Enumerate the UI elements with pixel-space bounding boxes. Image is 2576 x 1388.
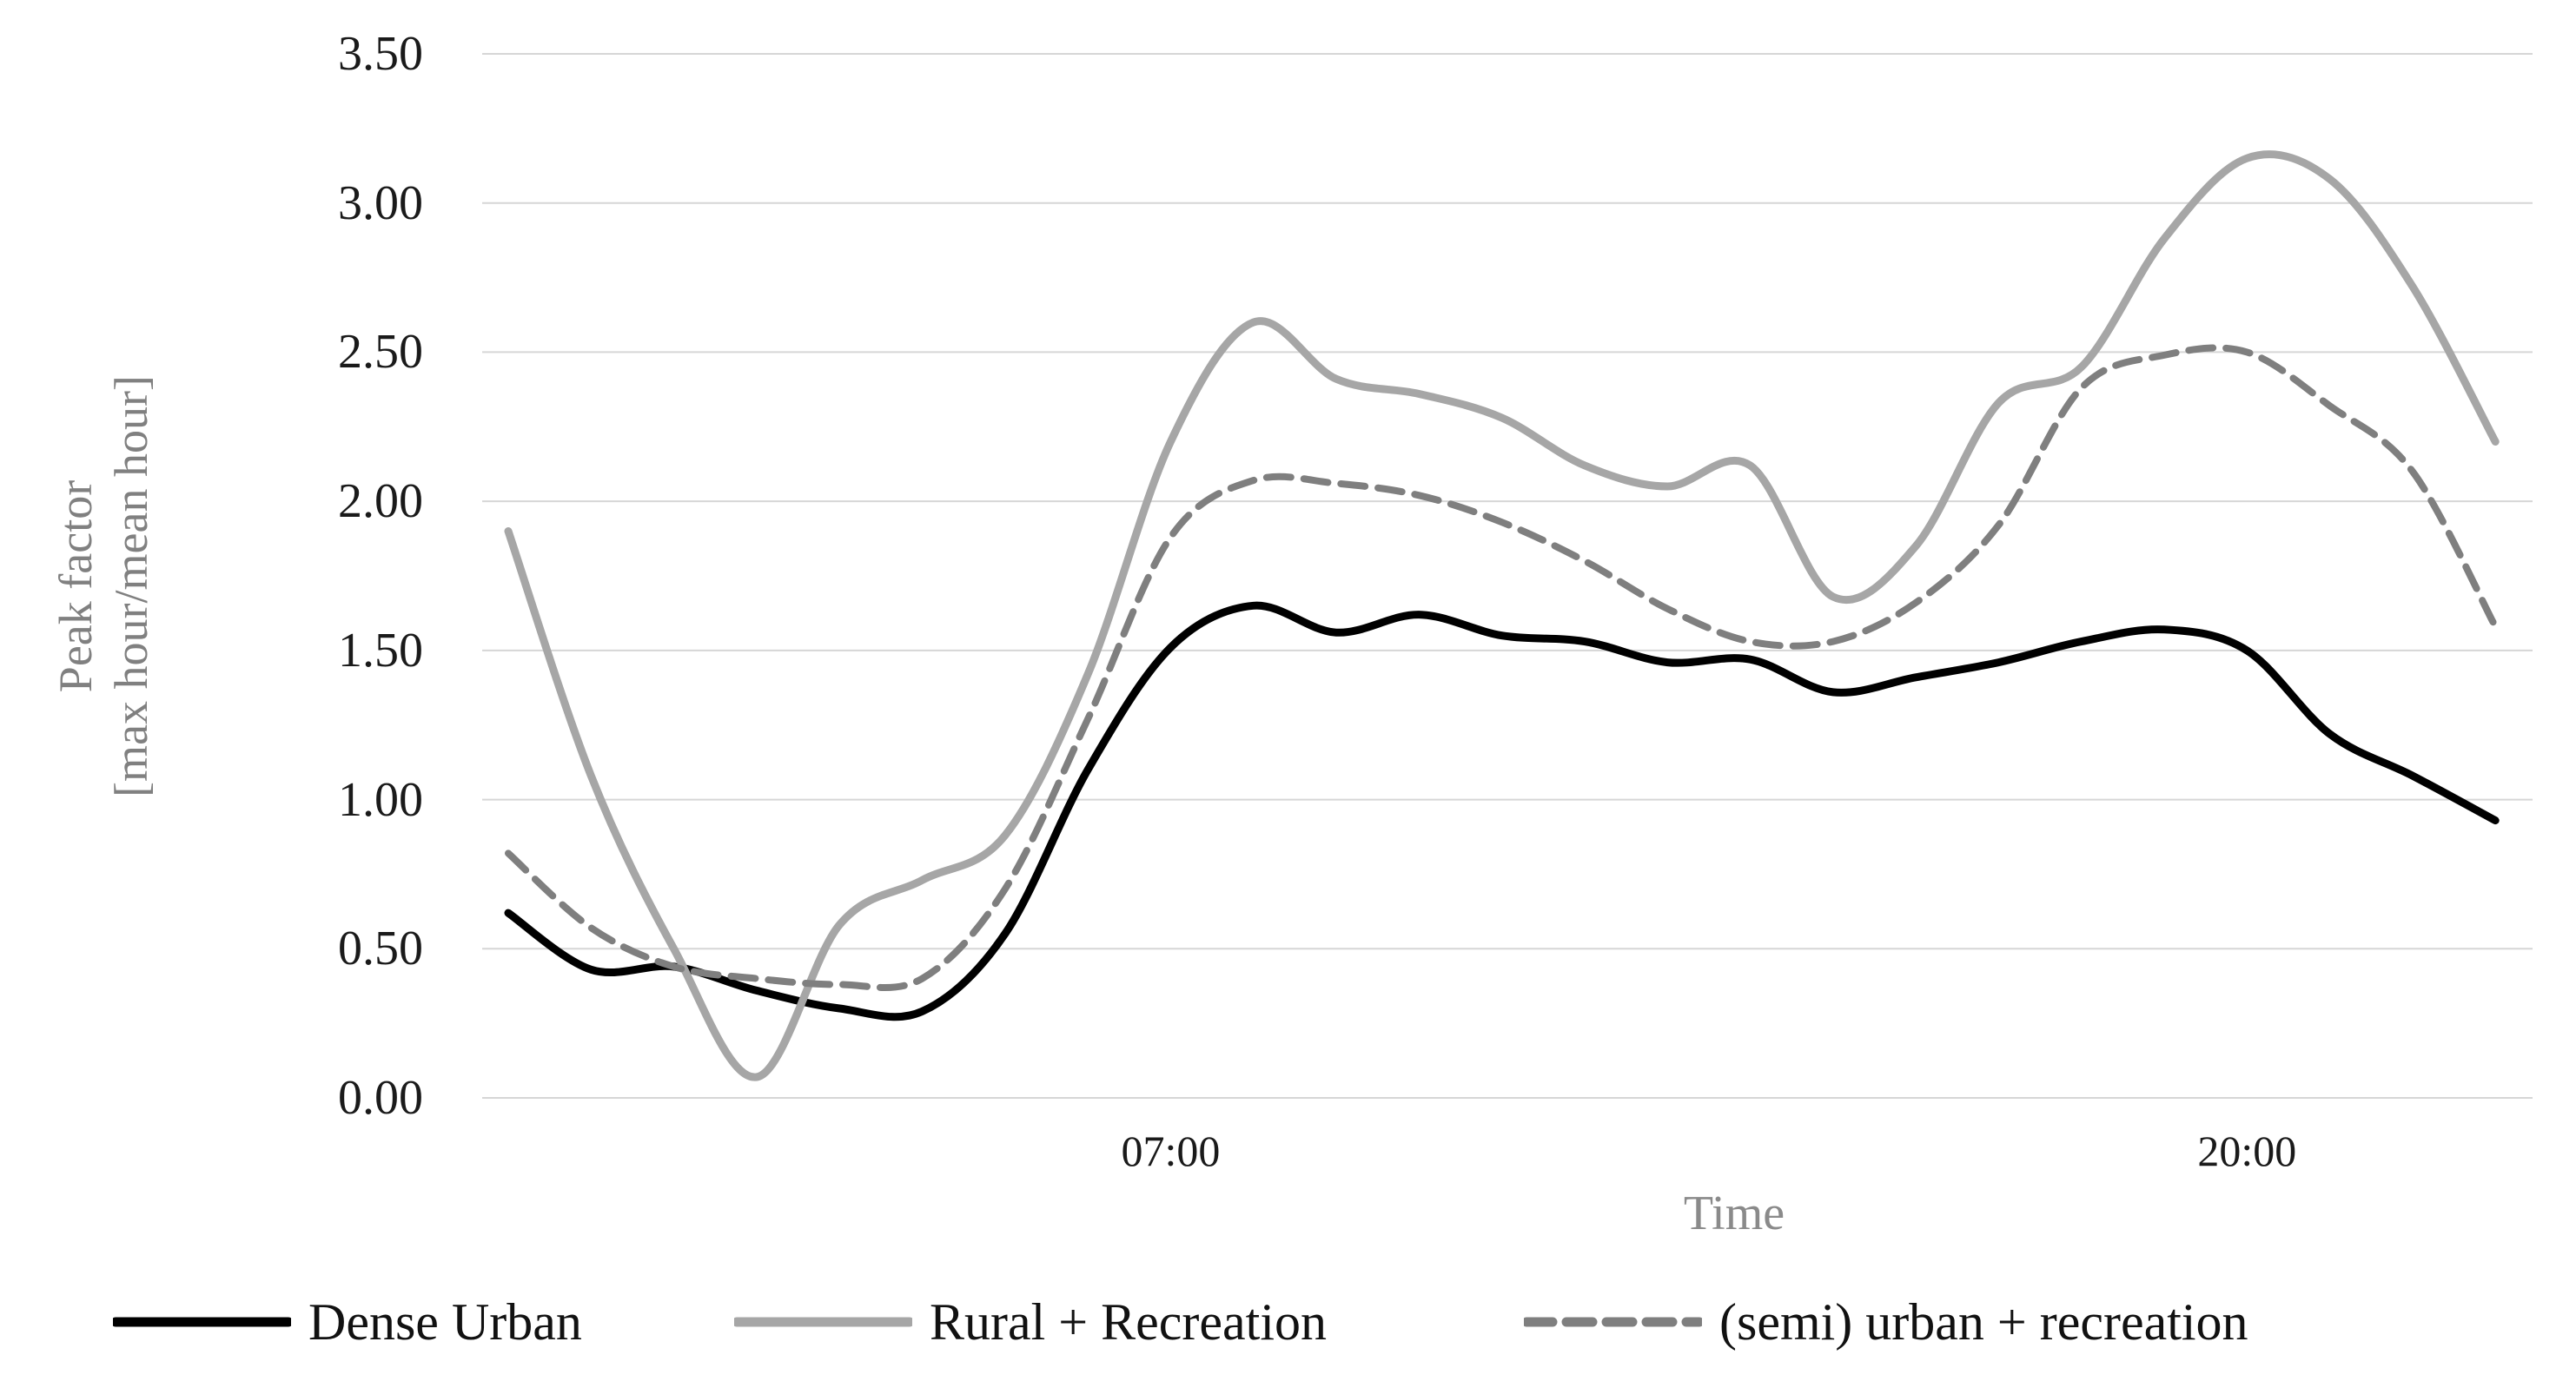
legend-item-dense-urban: Dense Urban (113, 1296, 582, 1348)
y-axis-title-line1: Peak factor (50, 479, 102, 693)
legend-swatch-dense-urban (113, 1317, 291, 1327)
legend-item-rural-recreation: Rural + Recreation (734, 1296, 1327, 1348)
legend-label-semi-urban-recreation: (semi) urban + recreation (1719, 1293, 2248, 1351)
legend-swatch-rural-recreation (734, 1317, 912, 1327)
y-tick-label: 1.50 (338, 623, 423, 677)
series-line-dense-urban (504, 601, 2500, 1021)
legend-label-rural-recreation: Rural + Recreation (930, 1293, 1328, 1351)
x-tick-label: 20:00 (2197, 1127, 2297, 1175)
y-tick-label: 0.50 (338, 922, 423, 976)
x-tick-label: 07:00 (1121, 1127, 1221, 1175)
series-line-semi-urban-recreation (505, 344, 2500, 992)
legend-item-semi-urban-recreation: (semi) urban + recreation (1524, 1296, 2248, 1348)
y-tick-label: 2.00 (338, 474, 423, 529)
x-axis-title: Time (1683, 1186, 1785, 1240)
y-axis-title: Peak factor [max hour/mean hour] (48, 282, 161, 890)
y-tick-label: 1.00 (338, 772, 423, 827)
y-axis-title-line2: [max hour/mean hour] (105, 375, 157, 797)
y-tick-label: 3.00 (338, 175, 423, 230)
y-tick-label: 2.50 (338, 325, 423, 380)
y-tick-label: 3.50 (338, 26, 423, 81)
series-line-rural-recreation (504, 150, 2500, 1081)
y-tick-label: 0.00 (338, 1071, 423, 1125)
legend-label-dense-urban: Dense Urban (308, 1293, 582, 1351)
legend-swatch-semi-urban-recreation (1524, 1317, 1702, 1327)
